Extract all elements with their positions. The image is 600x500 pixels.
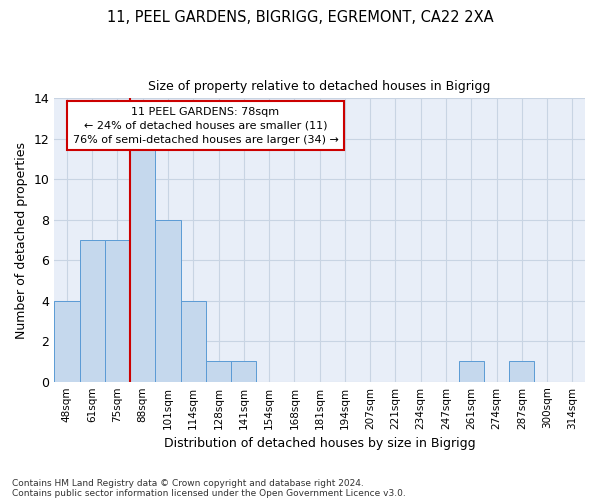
Text: 11, PEEL GARDENS, BIGRIGG, EGREMONT, CA22 2XA: 11, PEEL GARDENS, BIGRIGG, EGREMONT, CA2… [107, 10, 493, 25]
Title: Size of property relative to detached houses in Bigrigg: Size of property relative to detached ho… [148, 80, 491, 93]
Text: 11 PEEL GARDENS: 78sqm
← 24% of detached houses are smaller (11)
76% of semi-det: 11 PEEL GARDENS: 78sqm ← 24% of detached… [73, 107, 338, 145]
Bar [80, 240, 105, 382]
Bar [509, 362, 535, 382]
Bar [105, 240, 130, 382]
Bar [231, 362, 256, 382]
Bar [458, 362, 484, 382]
Bar [54, 300, 80, 382]
X-axis label: Distribution of detached houses by size in Bigrigg: Distribution of detached houses by size … [164, 437, 475, 450]
Bar [206, 362, 231, 382]
Bar [130, 139, 155, 382]
Text: Contains HM Land Registry data © Crown copyright and database right 2024.: Contains HM Land Registry data © Crown c… [12, 478, 364, 488]
Y-axis label: Number of detached properties: Number of detached properties [15, 142, 28, 338]
Text: Contains public sector information licensed under the Open Government Licence v3: Contains public sector information licen… [12, 488, 406, 498]
Bar [181, 300, 206, 382]
Bar [155, 220, 181, 382]
